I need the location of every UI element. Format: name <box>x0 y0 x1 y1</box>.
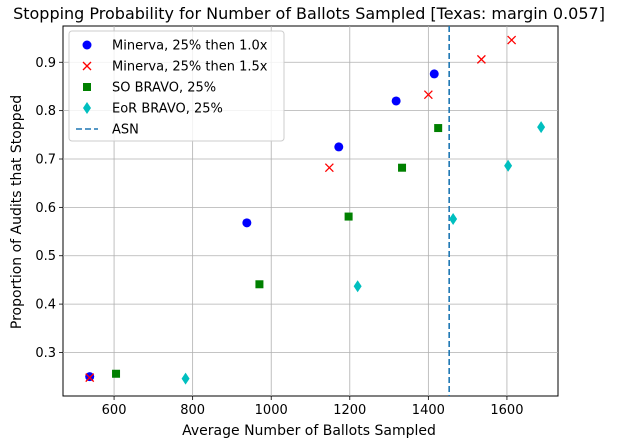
y-axis: 0.3 0.4 0.5 0.6 0.7 0.8 0.9 <box>35 56 63 361</box>
x-axis: 600 800 1000 1200 1400 1600 <box>102 396 523 418</box>
series-layer <box>85 35 546 385</box>
data-point <box>334 142 344 152</box>
data-point <box>324 163 334 173</box>
legend-label: Minerva, 25% then 1.0x <box>112 39 268 54</box>
y-tick-label: 0.7 <box>35 153 56 168</box>
x-tick-label: 1400 <box>412 403 445 418</box>
x-tick-label: 1200 <box>333 403 366 418</box>
data-point <box>398 163 407 172</box>
y-tick-label: 0.9 <box>35 56 56 71</box>
legend-label: EoR BRAVO, 25% <box>112 102 223 117</box>
series-1 <box>85 69 439 382</box>
data-point <box>242 218 252 228</box>
data-point <box>85 373 95 383</box>
y-tick-label: 0.5 <box>35 249 56 264</box>
legend-entry: Minerva, 25% then 1.0x <box>82 39 268 54</box>
data-point <box>391 96 401 106</box>
legend: Minerva, 25% then 1.0x Minerva, 25% then … <box>68 30 285 142</box>
legend-label: Minerva, 25% then 1.5x <box>112 60 268 75</box>
legend-marker <box>82 40 92 50</box>
data-point <box>353 280 362 293</box>
data-point-stroke-b <box>423 90 433 100</box>
data-point-stroke-b <box>476 54 486 64</box>
data-point-stroke-b <box>324 163 334 173</box>
legend-marker <box>83 102 91 114</box>
data-point <box>449 212 458 225</box>
x-tick-label: 800 <box>180 403 205 418</box>
legend-marker <box>82 61 92 71</box>
legend-box <box>68 30 285 142</box>
y-tick-label: 0.3 <box>35 346 56 361</box>
data-point <box>112 369 121 378</box>
x-tick-label: 600 <box>102 403 127 418</box>
data-point-stroke-b <box>85 373 95 383</box>
data-point-stroke-b <box>507 35 517 45</box>
legend-marker-stroke-b <box>82 61 92 71</box>
series-4 <box>181 121 546 385</box>
data-point <box>504 159 513 172</box>
data-point <box>344 212 353 221</box>
data-point <box>423 90 433 100</box>
x-axis-label: Average Number of Ballots Sampled <box>182 423 436 439</box>
legend-label: ASN <box>112 123 139 138</box>
data-point <box>255 280 264 289</box>
y-axis-label: Proportion of Audits that Stopped <box>9 95 25 329</box>
legend-entry: ASN <box>76 123 139 138</box>
data-point <box>181 372 190 385</box>
data-point <box>537 121 546 134</box>
data-point <box>507 35 517 45</box>
y-tick-label: 0.4 <box>35 298 56 313</box>
x-tick-label: 1000 <box>255 403 288 418</box>
data-point <box>434 124 443 133</box>
legend-entry: Minerva, 25% then 1.5x <box>82 60 268 75</box>
data-point <box>476 54 486 64</box>
legend-marker <box>83 83 91 91</box>
y-tick-label: 0.8 <box>35 104 56 119</box>
data-point <box>85 372 95 382</box>
series-2 <box>85 35 517 383</box>
y-tick-label: 0.6 <box>35 201 56 216</box>
legend-entry: EoR BRAVO, 25% <box>83 102 223 117</box>
series-3 <box>112 124 443 378</box>
chart-title: Stopping Probability for Number of Ballo… <box>13 4 605 23</box>
legend-label: SO BRAVO, 25% <box>112 81 216 96</box>
legend-items: Minerva, 25% then 1.0x Minerva, 25% then … <box>76 39 268 138</box>
x-tick-label: 1600 <box>490 403 523 418</box>
legend-entry: SO BRAVO, 25% <box>83 81 216 96</box>
data-point <box>429 69 439 79</box>
